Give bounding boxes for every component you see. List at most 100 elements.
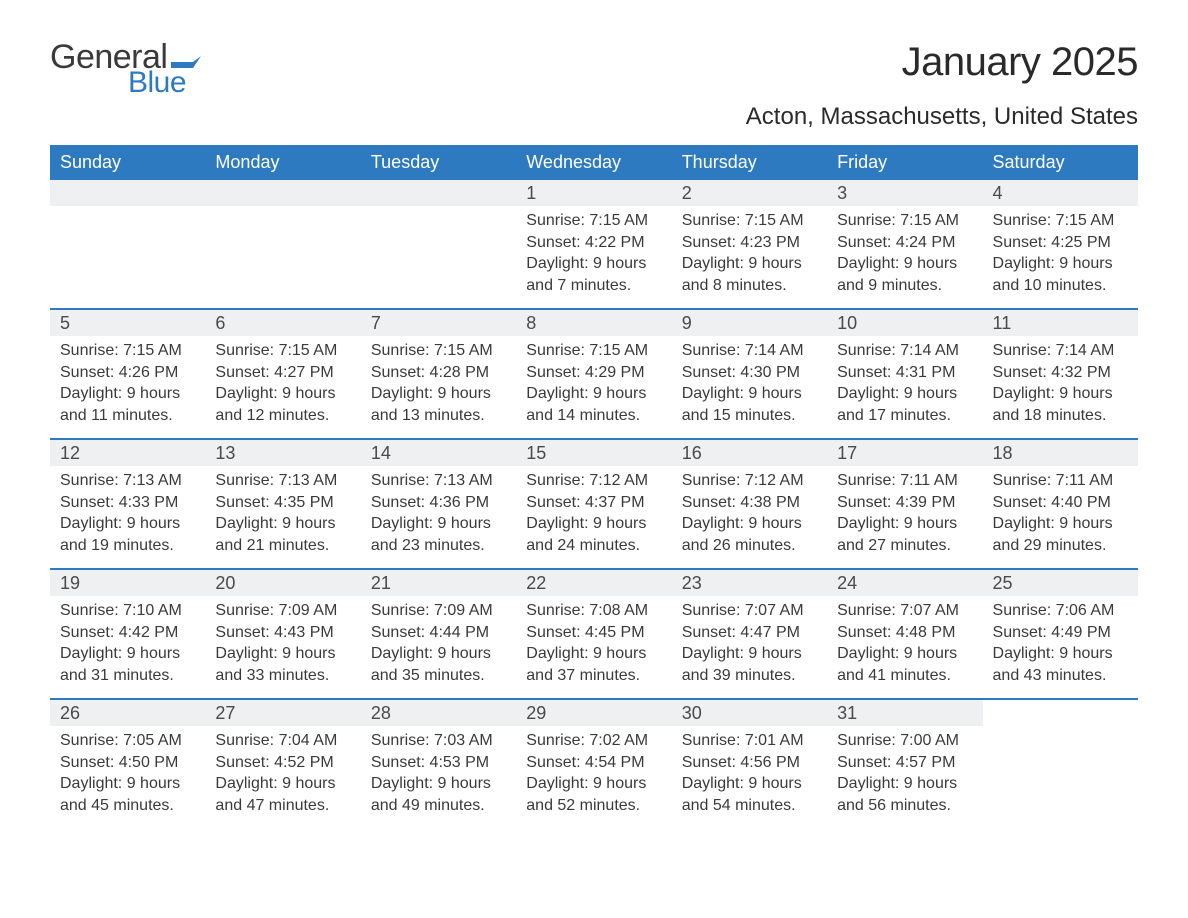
day-number: 22	[516, 570, 671, 596]
daylight-line2: and 33 minutes.	[215, 665, 350, 687]
day-body: Sunrise: 7:02 AMSunset: 4:54 PMDaylight:…	[516, 726, 671, 816]
daylight-line1: Daylight: 9 hours	[682, 643, 817, 665]
day-cell	[50, 180, 205, 308]
daylight-line1: Daylight: 9 hours	[371, 513, 506, 535]
sunrise-text: Sunrise: 7:12 AM	[526, 470, 661, 492]
sunset-text: Sunset: 4:37 PM	[526, 492, 661, 514]
daylight-line1: Daylight: 9 hours	[60, 643, 195, 665]
sunset-text: Sunset: 4:45 PM	[526, 622, 661, 644]
daylight-line2: and 10 minutes.	[993, 275, 1128, 297]
empty-day-number	[50, 180, 205, 206]
day-number: 27	[205, 700, 360, 726]
sunrise-text: Sunrise: 7:09 AM	[215, 600, 350, 622]
sunrise-text: Sunrise: 7:00 AM	[837, 730, 972, 752]
day-body: Sunrise: 7:15 AMSunset: 4:22 PMDaylight:…	[516, 206, 671, 296]
day-cell: 3Sunrise: 7:15 AMSunset: 4:24 PMDaylight…	[827, 180, 982, 308]
day-number: 12	[50, 440, 205, 466]
daylight-line2: and 31 minutes.	[60, 665, 195, 687]
weekday-header: Sunday	[50, 145, 205, 180]
daylight-line1: Daylight: 9 hours	[371, 773, 506, 795]
sunrise-text: Sunrise: 7:13 AM	[371, 470, 506, 492]
day-body: Sunrise: 7:15 AMSunset: 4:23 PMDaylight:…	[672, 206, 827, 296]
sunrise-text: Sunrise: 7:14 AM	[837, 340, 972, 362]
day-body: Sunrise: 7:15 AMSunset: 4:29 PMDaylight:…	[516, 336, 671, 426]
day-number: 6	[205, 310, 360, 336]
day-cell: 12Sunrise: 7:13 AMSunset: 4:33 PMDayligh…	[50, 440, 205, 568]
day-cell: 1Sunrise: 7:15 AMSunset: 4:22 PMDaylight…	[516, 180, 671, 308]
sunrise-text: Sunrise: 7:03 AM	[371, 730, 506, 752]
sunset-text: Sunset: 4:30 PM	[682, 362, 817, 384]
day-number: 16	[672, 440, 827, 466]
day-cell: 11Sunrise: 7:14 AMSunset: 4:32 PMDayligh…	[983, 310, 1138, 438]
day-number: 5	[50, 310, 205, 336]
sunset-text: Sunset: 4:47 PM	[682, 622, 817, 644]
daylight-line1: Daylight: 9 hours	[682, 513, 817, 535]
daylight-line1: Daylight: 9 hours	[837, 253, 972, 275]
sunset-text: Sunset: 4:54 PM	[526, 752, 661, 774]
day-number: 29	[516, 700, 671, 726]
day-cell: 18Sunrise: 7:11 AMSunset: 4:40 PMDayligh…	[983, 440, 1138, 568]
sunrise-text: Sunrise: 7:15 AM	[371, 340, 506, 362]
sunset-text: Sunset: 4:44 PM	[371, 622, 506, 644]
day-cell: 23Sunrise: 7:07 AMSunset: 4:47 PMDayligh…	[672, 570, 827, 698]
logo: General Blue	[50, 40, 201, 98]
sunrise-text: Sunrise: 7:05 AM	[60, 730, 195, 752]
day-cell: 13Sunrise: 7:13 AMSunset: 4:35 PMDayligh…	[205, 440, 360, 568]
day-number: 3	[827, 180, 982, 206]
day-cell: 25Sunrise: 7:06 AMSunset: 4:49 PMDayligh…	[983, 570, 1138, 698]
location-subtitle: Acton, Massachusetts, United States	[746, 103, 1138, 131]
sunrise-text: Sunrise: 7:09 AM	[371, 600, 506, 622]
day-cell: 6Sunrise: 7:15 AMSunset: 4:27 PMDaylight…	[205, 310, 360, 438]
sunset-text: Sunset: 4:40 PM	[993, 492, 1128, 514]
day-body: Sunrise: 7:15 AMSunset: 4:28 PMDaylight:…	[361, 336, 516, 426]
sunrise-text: Sunrise: 7:07 AM	[837, 600, 972, 622]
day-number: 13	[205, 440, 360, 466]
calendar: SundayMondayTuesdayWednesdayThursdayFrid…	[50, 145, 1138, 828]
sunset-text: Sunset: 4:31 PM	[837, 362, 972, 384]
daylight-line1: Daylight: 9 hours	[526, 643, 661, 665]
daylight-line1: Daylight: 9 hours	[682, 773, 817, 795]
day-number: 19	[50, 570, 205, 596]
sunset-text: Sunset: 4:49 PM	[993, 622, 1128, 644]
sunset-text: Sunset: 4:53 PM	[371, 752, 506, 774]
sunrise-text: Sunrise: 7:15 AM	[215, 340, 350, 362]
day-cell: 20Sunrise: 7:09 AMSunset: 4:43 PMDayligh…	[205, 570, 360, 698]
day-cell: 7Sunrise: 7:15 AMSunset: 4:28 PMDaylight…	[361, 310, 516, 438]
day-cell: 22Sunrise: 7:08 AMSunset: 4:45 PMDayligh…	[516, 570, 671, 698]
sunset-text: Sunset: 4:43 PM	[215, 622, 350, 644]
sunrise-text: Sunrise: 7:15 AM	[60, 340, 195, 362]
week-row: 12Sunrise: 7:13 AMSunset: 4:33 PMDayligh…	[50, 438, 1138, 568]
daylight-line1: Daylight: 9 hours	[526, 383, 661, 405]
sunset-text: Sunset: 4:29 PM	[526, 362, 661, 384]
day-body: Sunrise: 7:14 AMSunset: 4:31 PMDaylight:…	[827, 336, 982, 426]
day-cell: 5Sunrise: 7:15 AMSunset: 4:26 PMDaylight…	[50, 310, 205, 438]
sunset-text: Sunset: 4:26 PM	[60, 362, 195, 384]
day-cell: 26Sunrise: 7:05 AMSunset: 4:50 PMDayligh…	[50, 700, 205, 828]
week-row: 26Sunrise: 7:05 AMSunset: 4:50 PMDayligh…	[50, 698, 1138, 828]
day-body: Sunrise: 7:14 AMSunset: 4:32 PMDaylight:…	[983, 336, 1138, 426]
sunrise-text: Sunrise: 7:11 AM	[837, 470, 972, 492]
daylight-line1: Daylight: 9 hours	[682, 253, 817, 275]
daylight-line1: Daylight: 9 hours	[215, 773, 350, 795]
day-body: Sunrise: 7:00 AMSunset: 4:57 PMDaylight:…	[827, 726, 982, 816]
day-number: 4	[983, 180, 1138, 206]
daylight-line2: and 15 minutes.	[682, 405, 817, 427]
daylight-line2: and 47 minutes.	[215, 795, 350, 817]
month-title: January 2025	[746, 40, 1138, 85]
daylight-line2: and 18 minutes.	[993, 405, 1128, 427]
day-cell: 4Sunrise: 7:15 AMSunset: 4:25 PMDaylight…	[983, 180, 1138, 308]
weekday-header-row: SundayMondayTuesdayWednesdayThursdayFrid…	[50, 145, 1138, 180]
daylight-line1: Daylight: 9 hours	[215, 383, 350, 405]
day-cell: 17Sunrise: 7:11 AMSunset: 4:39 PMDayligh…	[827, 440, 982, 568]
day-number: 18	[983, 440, 1138, 466]
sunrise-text: Sunrise: 7:15 AM	[837, 210, 972, 232]
day-body: Sunrise: 7:03 AMSunset: 4:53 PMDaylight:…	[361, 726, 516, 816]
daylight-line2: and 52 minutes.	[526, 795, 661, 817]
weeks-container: 1Sunrise: 7:15 AMSunset: 4:22 PMDaylight…	[50, 180, 1138, 828]
day-body: Sunrise: 7:15 AMSunset: 4:27 PMDaylight:…	[205, 336, 360, 426]
day-body: Sunrise: 7:11 AMSunset: 4:39 PMDaylight:…	[827, 466, 982, 556]
daylight-line2: and 56 minutes.	[837, 795, 972, 817]
daylight-line2: and 8 minutes.	[682, 275, 817, 297]
daylight-line1: Daylight: 9 hours	[215, 513, 350, 535]
daylight-line2: and 14 minutes.	[526, 405, 661, 427]
